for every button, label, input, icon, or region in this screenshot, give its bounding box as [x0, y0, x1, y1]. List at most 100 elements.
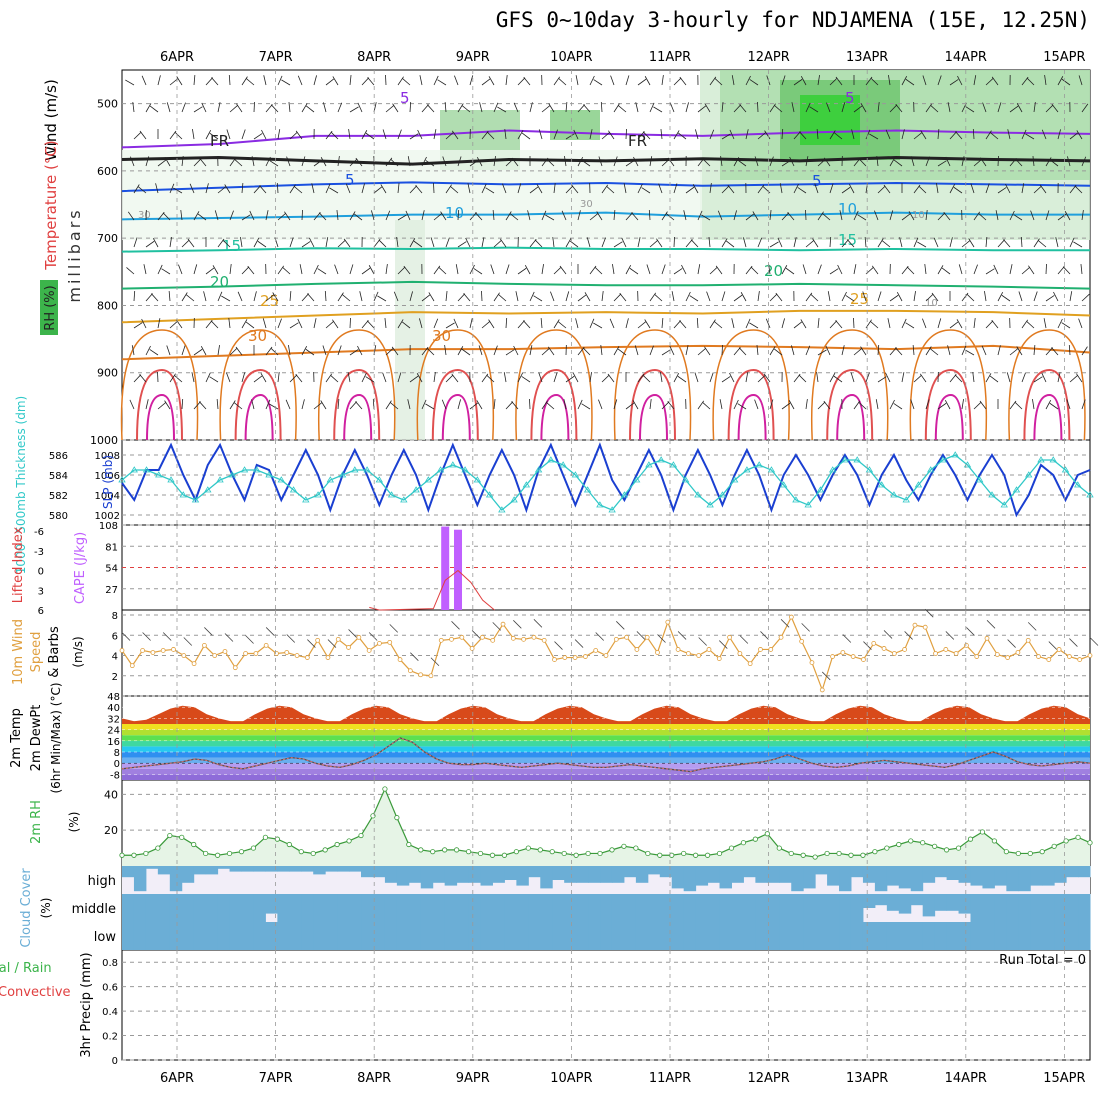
wind-barb [289, 237, 294, 248]
cloud-bar-high [779, 866, 792, 883]
wind-barb [553, 266, 562, 275]
rh-point [203, 850, 209, 857]
wind10m-barb [286, 634, 296, 643]
isotherm-label: 10 [925, 298, 938, 309]
thickness-point [767, 466, 776, 473]
near-surface-temp-contour [530, 368, 578, 441]
rh-point [537, 847, 543, 853]
wind-barb [745, 318, 751, 329]
wind-barb [270, 347, 279, 356]
cloud-bar-low [600, 922, 613, 950]
wind-barb [642, 374, 651, 383]
wind-barb [478, 345, 483, 356]
wind-barb [980, 157, 987, 167]
rh-point [143, 850, 149, 857]
wind-barb [972, 372, 975, 383]
thickness-point [853, 456, 861, 463]
wind-barb [382, 372, 387, 383]
thickness-point [583, 486, 592, 493]
cloud-bar-low [157, 922, 171, 950]
cloud-bar-high [1042, 866, 1055, 886]
cloud-bar-middle [1006, 894, 1019, 922]
wind-barb [829, 130, 836, 140]
thickness-point [240, 466, 249, 473]
wind-barb [661, 318, 664, 329]
cloud-bar-low [588, 922, 601, 950]
isotherm-label: 15 [222, 237, 241, 255]
pressure-tick-label: 700 [97, 232, 118, 245]
wind-barb [679, 76, 687, 86]
wind-barb [754, 156, 759, 167]
wind-barb [305, 105, 315, 113]
wind-barb [839, 210, 843, 221]
rh-point [406, 841, 412, 848]
wind-barb [912, 345, 915, 356]
top-day-label: 7APR [259, 50, 293, 65]
wind-barb [985, 320, 994, 329]
thickness-point [755, 461, 763, 468]
wind-barb [937, 318, 942, 329]
wind-barb [837, 264, 843, 275]
wind-barb [978, 213, 987, 221]
wind-barb [841, 102, 846, 113]
wind-barb [791, 345, 795, 356]
wind-barb [635, 102, 639, 113]
wind-barb [251, 399, 255, 410]
wind10m-barb [533, 619, 543, 628]
cloud-bar-high [241, 866, 254, 872]
wind10m-point [922, 624, 928, 630]
wind-barb [906, 266, 915, 275]
wind-barb [490, 264, 495, 275]
wind-barb [193, 264, 198, 275]
thickness-point [547, 456, 555, 463]
wind-barb [234, 159, 243, 167]
cloud-bar-low [516, 922, 529, 950]
wind-barb [973, 159, 982, 167]
top-day-label: 6APR [160, 50, 194, 65]
wind10m-point [377, 640, 382, 646]
cloud-bar-high [719, 866, 732, 889]
cloud-bar-high [791, 866, 804, 892]
wind-barb [467, 183, 471, 194]
cloud-bar-low [695, 922, 709, 950]
cloud-bar-high [169, 866, 183, 892]
wind-barb [1064, 211, 1071, 221]
wind-barb [1051, 347, 1059, 356]
wind-barb [673, 183, 678, 194]
wind10m-point [737, 651, 743, 656]
rh-point [298, 849, 304, 855]
wind-barb [607, 373, 615, 383]
wind-barb [1033, 185, 1042, 194]
cloud-bar-low [994, 922, 1007, 950]
rh-point [179, 834, 185, 840]
wind-barb [564, 156, 567, 167]
li-tick-label: 6 [38, 606, 44, 617]
wind-barb [721, 185, 730, 194]
top-day-label: 12APR [747, 50, 789, 65]
wind-barb [337, 292, 344, 302]
wind10m-barb [430, 657, 440, 667]
wind-barb [779, 183, 783, 194]
cloud-bar-low [707, 922, 721, 950]
wind-barb [355, 157, 363, 167]
cloud-bar-middle [564, 894, 577, 922]
wind-barb [1045, 399, 1052, 410]
wind-barb [176, 76, 183, 86]
wind10m-point [933, 651, 938, 656]
wind-barb [492, 210, 495, 221]
rh-point [645, 850, 651, 857]
wind-barb [336, 210, 339, 221]
wind-barb [1039, 184, 1047, 194]
temp-tick-label: 8 [114, 748, 120, 759]
thickness-point [632, 476, 641, 483]
wind-barb [817, 349, 827, 356]
wind-barb [241, 319, 248, 329]
wind-barb [295, 130, 303, 140]
wind-barb [745, 75, 751, 86]
rh-point [955, 845, 962, 851]
wind-barb [285, 399, 291, 410]
rh-point [131, 852, 137, 858]
wind-barb [513, 102, 519, 113]
wind-barb [661, 264, 666, 275]
wind-barb [450, 186, 459, 194]
